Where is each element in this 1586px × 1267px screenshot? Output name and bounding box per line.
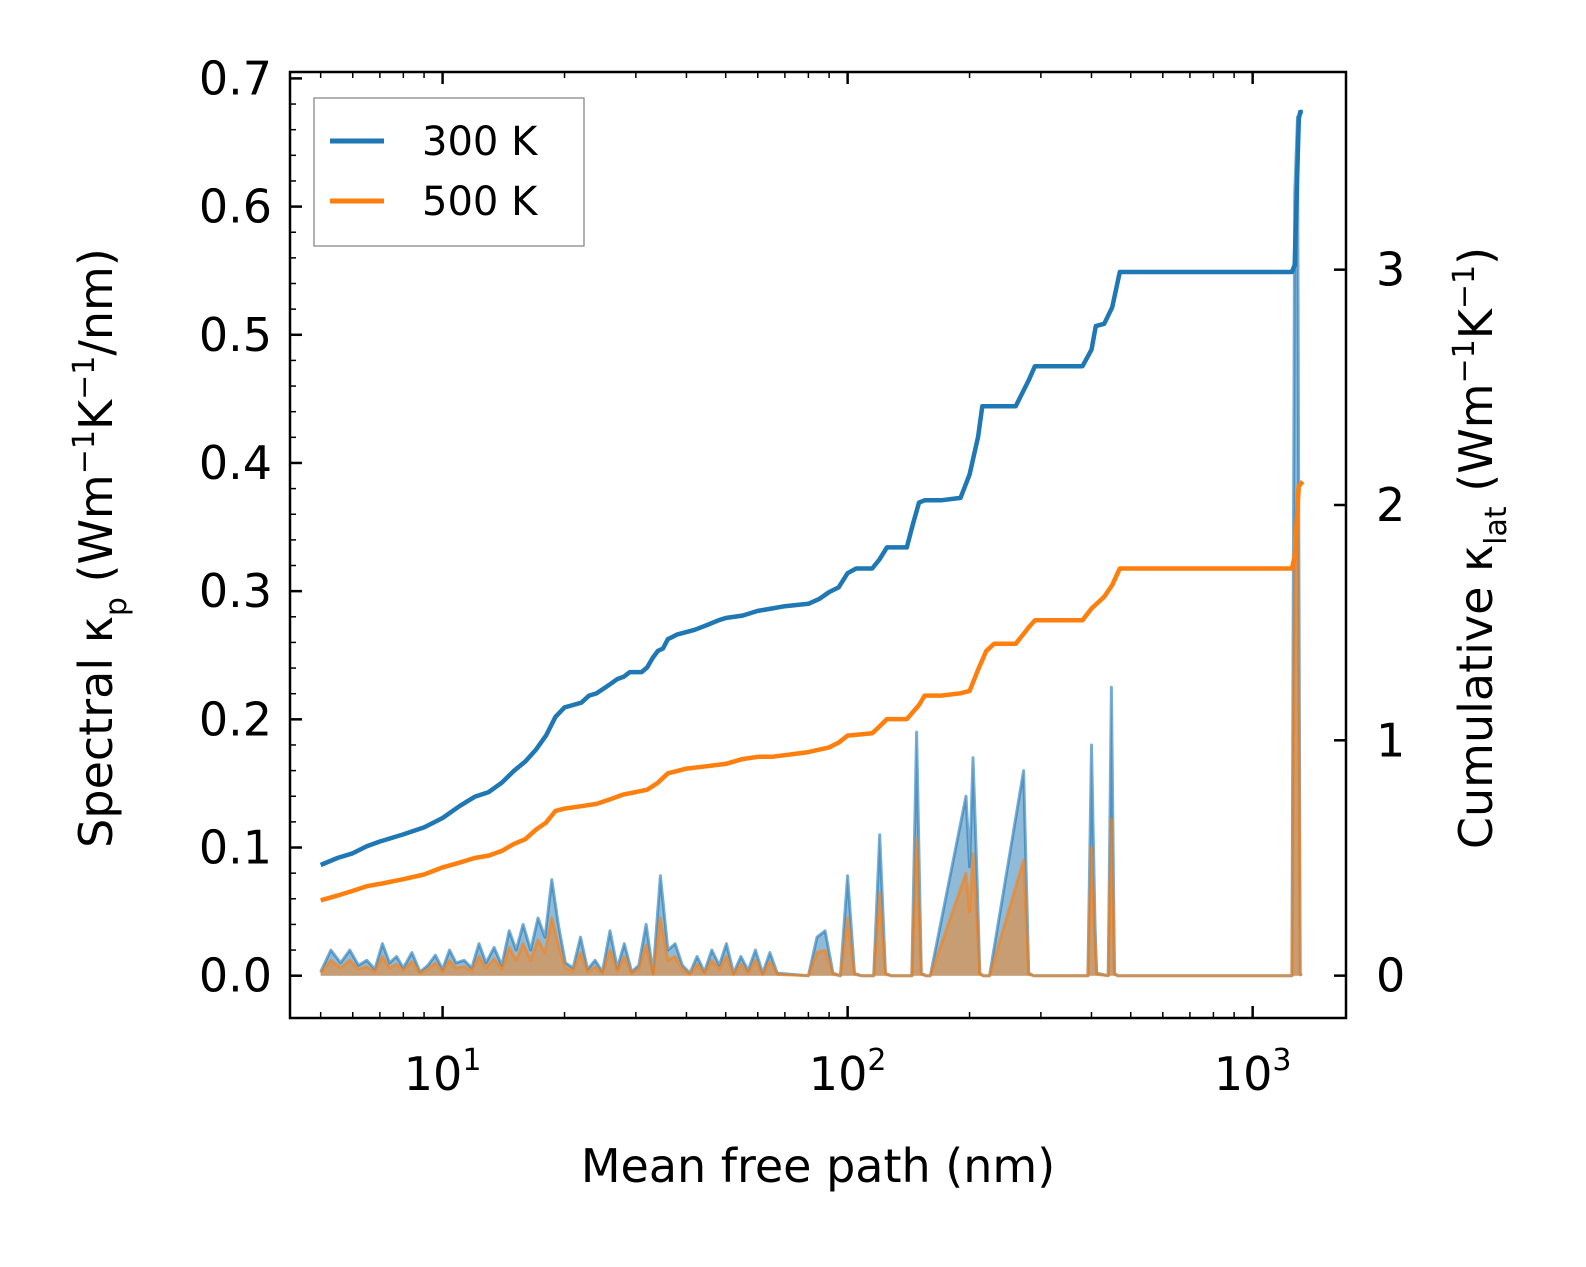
x-tick-label: 103 bbox=[1214, 1043, 1292, 1101]
left-tick-label: 0.4 bbox=[199, 436, 272, 490]
left-tick-label: 0.3 bbox=[199, 564, 272, 618]
legend-frame bbox=[313, 97, 585, 247]
spectral-area-500k bbox=[320, 488, 1302, 976]
plot-area bbox=[319, 109, 1305, 978]
right-tick-label: 0 bbox=[1376, 949, 1405, 1003]
right-tick-label: 3 bbox=[1376, 243, 1405, 297]
right-tick-label: 2 bbox=[1376, 478, 1405, 532]
x-tick-label: 101 bbox=[404, 1043, 482, 1101]
plot-frame bbox=[288, 70, 1348, 1020]
left-tick-label: 0.5 bbox=[199, 308, 272, 362]
legend-label-500k: 500 K bbox=[422, 179, 539, 225]
right-tick-label: 1 bbox=[1376, 713, 1405, 767]
left-tick-label: 0.1 bbox=[199, 821, 272, 875]
cumulative-line-500k bbox=[320, 480, 1305, 903]
axes: 0.0 0.1 0.2 0.3 0.4 0.5 0.6 0.7 0 1 2 3 101 102 103 bbox=[199, 51, 1405, 1101]
left-y-axis-title: Spectral κp (Wm−1K−1/nm) bbox=[67, 248, 134, 848]
cumulative-line-300k bbox=[319, 109, 1303, 868]
left-tick-label: 0.6 bbox=[199, 180, 272, 234]
right-y-axis-title: Cumulative κlat (Wm−1K−1) bbox=[1447, 247, 1514, 849]
legend-label-300k: 300 K bbox=[422, 119, 539, 165]
left-tick-label: 0.0 bbox=[199, 949, 272, 1003]
left-tick-label: 0.2 bbox=[199, 692, 272, 746]
left-tick-label: 0.7 bbox=[199, 51, 272, 105]
legend: 300 K 500 K bbox=[313, 97, 585, 247]
x-axis-title: Mean free path (nm) bbox=[581, 1139, 1055, 1193]
spectral-line-500k bbox=[319, 487, 1303, 978]
x-tick-label: 102 bbox=[809, 1043, 887, 1101]
